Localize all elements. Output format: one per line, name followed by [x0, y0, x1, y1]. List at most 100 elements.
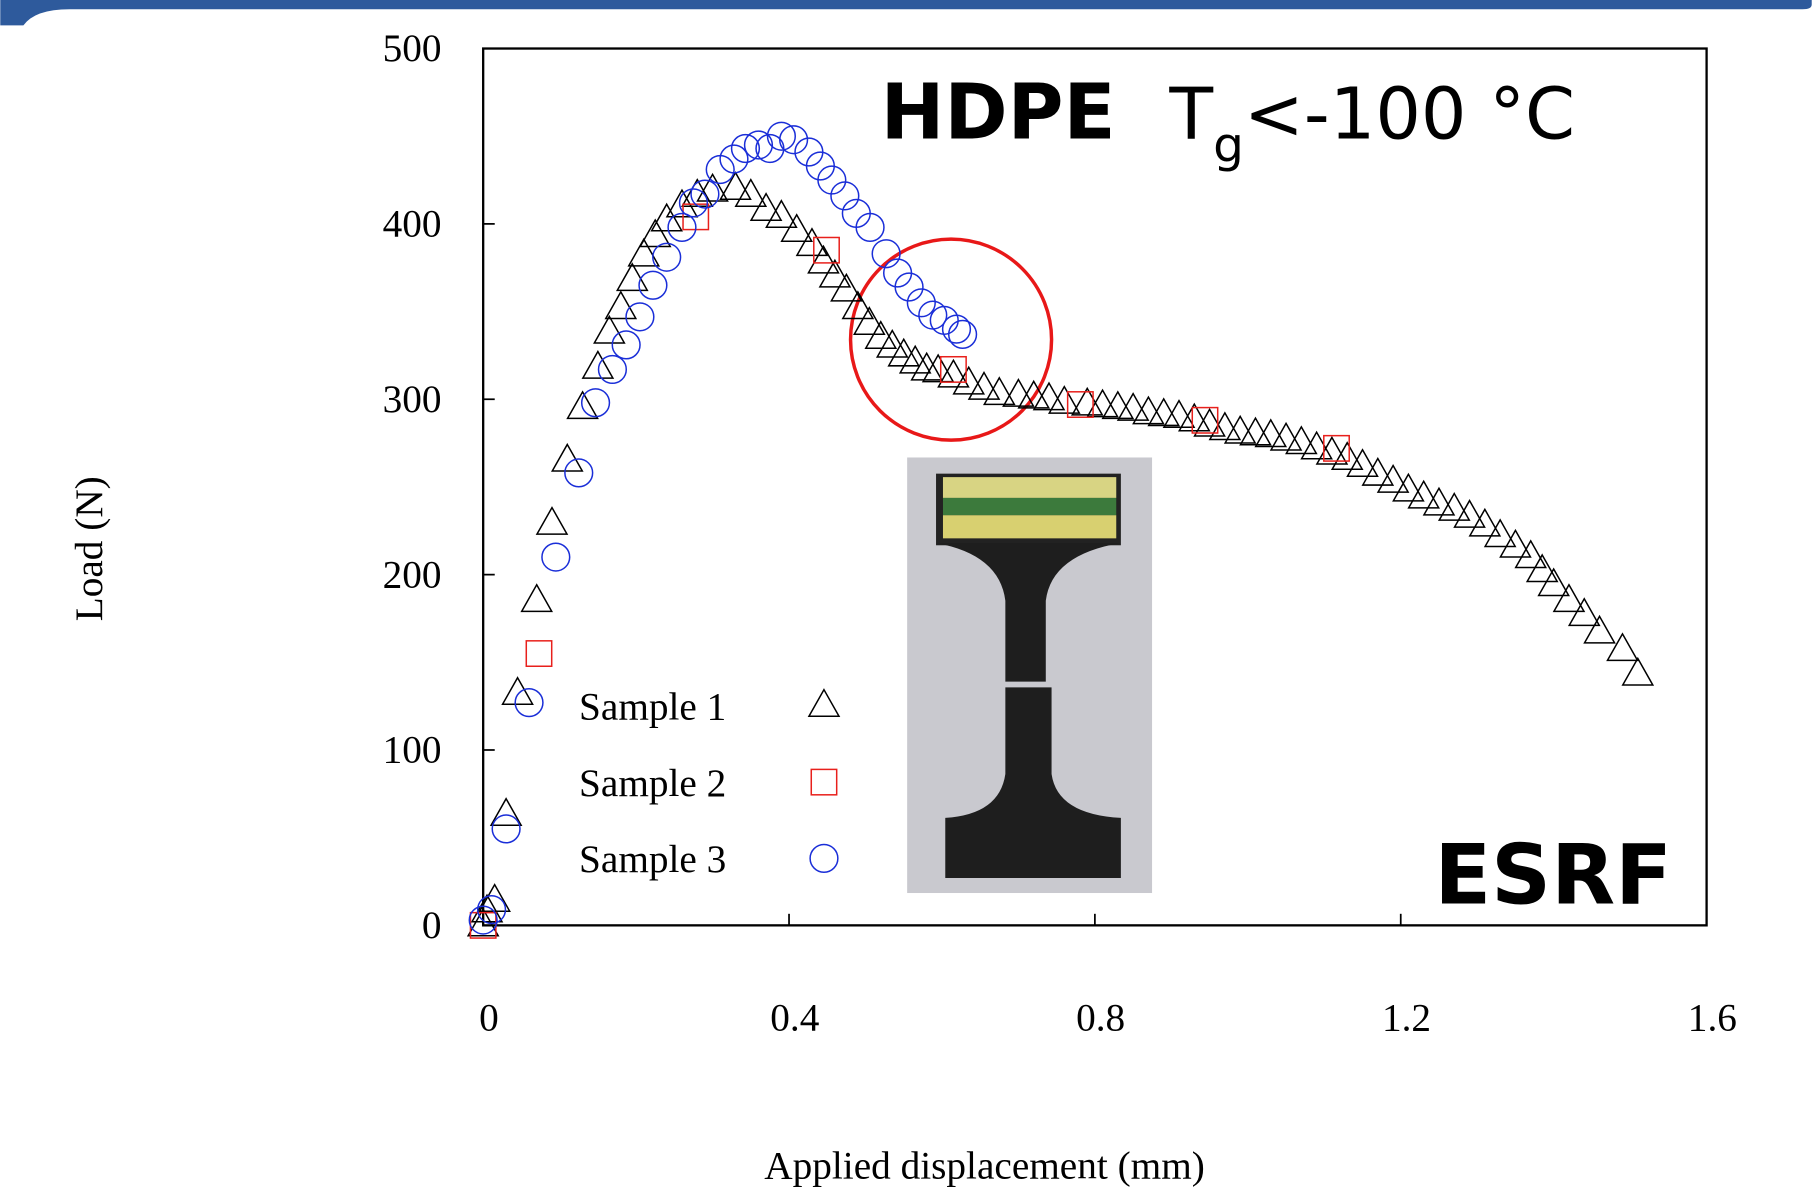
triangle-marker: [795, 227, 829, 257]
subtitle-part: T: [1168, 73, 1213, 156]
circle-marker: [894, 272, 924, 302]
triangle-marker: [719, 171, 752, 200]
triangle-marker: [1002, 378, 1035, 407]
triangle-marker: [921, 353, 955, 383]
triangle-marker: [1116, 392, 1150, 421]
circle-marker: [611, 330, 641, 360]
triangle-marker: [501, 676, 534, 706]
y-tick-label: 0: [422, 904, 442, 947]
triangle-marker: [1101, 390, 1135, 420]
triangle-marker: [749, 192, 783, 222]
circle-marker: [855, 212, 885, 243]
triangle-marker: [734, 178, 768, 207]
triangle-marker: [1346, 448, 1379, 478]
circle-marker: [730, 133, 761, 164]
triangle-marker: [1254, 418, 1288, 448]
square-marker: [1323, 434, 1350, 462]
circle-marker: [491, 814, 521, 844]
circle-marker: [476, 894, 507, 925]
triangle-marker: [1453, 499, 1486, 528]
legend-label: Sample 1: [579, 686, 726, 729]
triangle-marker: [1162, 399, 1196, 428]
triangle-marker: [1483, 518, 1517, 548]
subtitle-part: g: [1213, 118, 1244, 174]
triangle-marker: [853, 306, 886, 335]
triangle-marker: [983, 376, 1016, 406]
triangle-marker: [910, 351, 943, 381]
triangle-marker: [1017, 379, 1051, 409]
triangle-marker: [1070, 386, 1104, 416]
triangle-marker: [1499, 528, 1532, 558]
circle-marker: [766, 121, 796, 151]
triangle-marker: [1285, 425, 1318, 455]
triangle-marker: [1177, 402, 1211, 432]
circle-marker: [514, 688, 544, 718]
legend-label: Sample 3: [579, 838, 726, 881]
square-marker: [810, 768, 838, 796]
circle-marker: [638, 270, 668, 300]
triangle-marker: [535, 506, 569, 535]
triangle-marker: [1376, 463, 1410, 493]
circle-marker: [564, 458, 594, 488]
triangle-marker: [1223, 414, 1257, 444]
triangle-marker: [1147, 397, 1181, 427]
header-band: [0, 0, 1812, 26]
triangle-marker: [1330, 441, 1364, 471]
triangle-marker: [818, 258, 852, 288]
triangle-marker: [615, 262, 649, 292]
triangle-marker: [1567, 597, 1601, 627]
triangle-marker: [550, 442, 584, 472]
x-axis-label: Applied displacement (mm): [764, 1144, 1205, 1187]
triangle-marker: [1407, 479, 1440, 509]
triangle-marker: [1468, 507, 1502, 537]
triangle-marker: [566, 390, 599, 420]
circle-marker: [830, 181, 860, 211]
triangle-marker: [1621, 656, 1655, 686]
triangle-marker: [1583, 614, 1616, 644]
triangle-marker: [1537, 567, 1570, 597]
annotation: ESRF: [1434, 826, 1672, 923]
circle-marker: [871, 239, 901, 269]
triangle-marker: [1525, 553, 1559, 583]
y-tick-label: 500: [383, 27, 442, 70]
triangle-marker: [696, 172, 729, 202]
x-tick-label: 1.2: [1382, 996, 1431, 1039]
x-tick-label: 1.6: [1688, 996, 1737, 1039]
circle-marker: [906, 288, 936, 318]
triangle-marker: [1514, 539, 1548, 569]
triangle-marker: [470, 893, 504, 923]
circle-marker: [690, 179, 720, 209]
triangle-marker: [1239, 416, 1272, 446]
triangle-marker: [830, 272, 863, 302]
triangle-marker: [875, 328, 909, 358]
circle-marker: [918, 300, 948, 330]
circle-marker: [597, 354, 628, 385]
square-marker: [939, 355, 967, 383]
triangle-marker: [638, 218, 672, 248]
circle-marker: [652, 242, 682, 272]
triangle-marker: [1047, 385, 1081, 414]
circle-marker: [947, 319, 978, 349]
circle-marker: [929, 305, 959, 335]
y-axis-label: Load (N): [68, 476, 111, 621]
triangle-marker: [807, 688, 841, 718]
subtitle-part: <-100 °C: [1244, 73, 1575, 156]
triangle-marker: [937, 358, 970, 388]
subtitle: Tg<-100 °C: [1168, 73, 1575, 174]
circle-marker: [743, 130, 774, 160]
triangle-marker: [1392, 472, 1425, 502]
circle-marker: [541, 542, 571, 572]
triangle-marker: [489, 797, 523, 827]
photo-inset: [907, 457, 1153, 894]
square-marker: [1191, 406, 1219, 434]
triangle-marker: [604, 290, 638, 320]
triangle-marker: [1552, 583, 1586, 613]
x-tick-label: 0.8: [1076, 996, 1125, 1039]
triangle-marker: [1269, 421, 1303, 451]
circle-marker: [468, 905, 498, 935]
triangle-marker: [1606, 632, 1639, 662]
triangle-marker: [1032, 381, 1066, 411]
triangle-marker: [581, 349, 615, 379]
legend-label: Sample 2: [579, 762, 726, 805]
